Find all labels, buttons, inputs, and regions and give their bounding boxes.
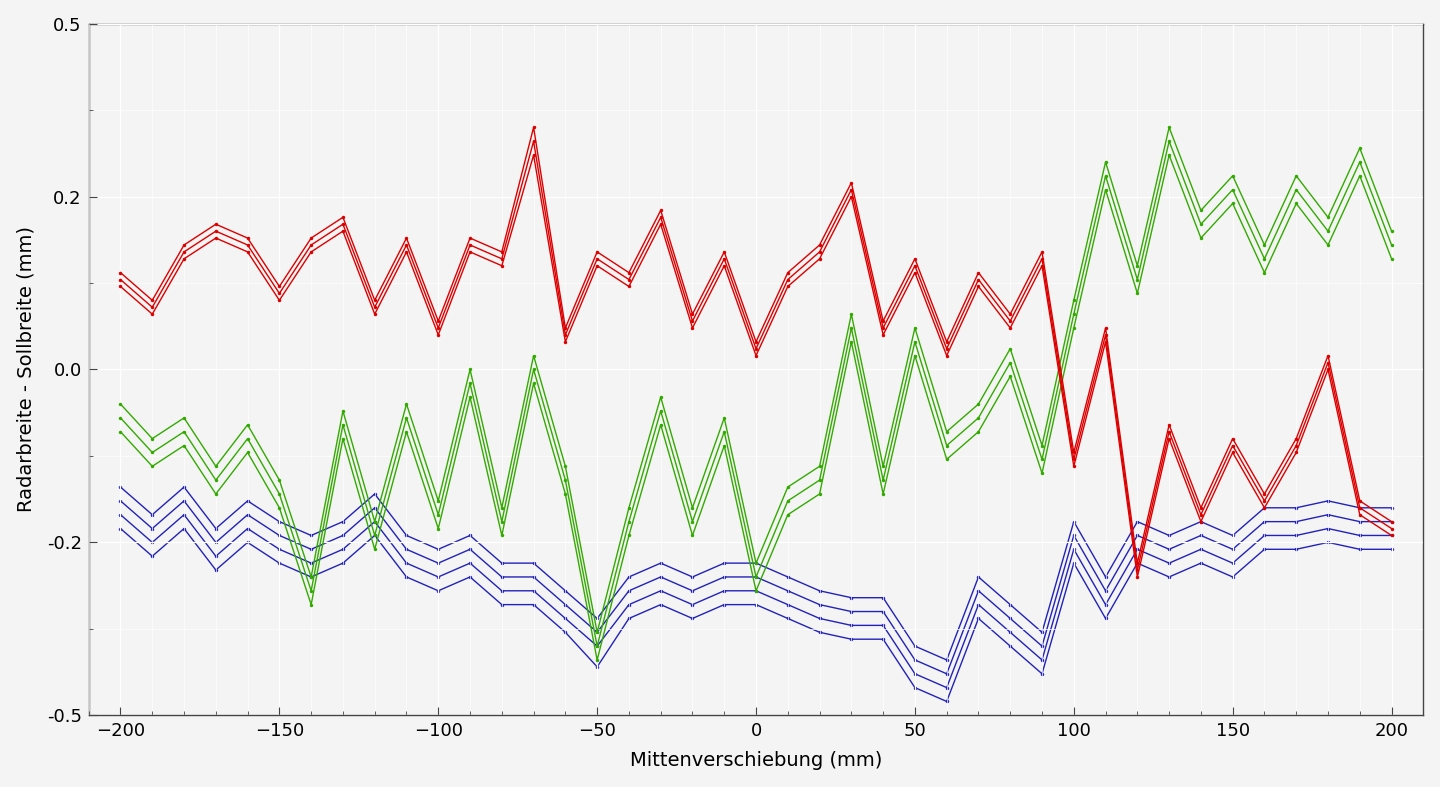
X-axis label: Mittenverschiebung (mm): Mittenverschiebung (mm) bbox=[629, 752, 883, 770]
Y-axis label: Radarbreite - Sollbreite (mm): Radarbreite - Sollbreite (mm) bbox=[17, 227, 36, 512]
